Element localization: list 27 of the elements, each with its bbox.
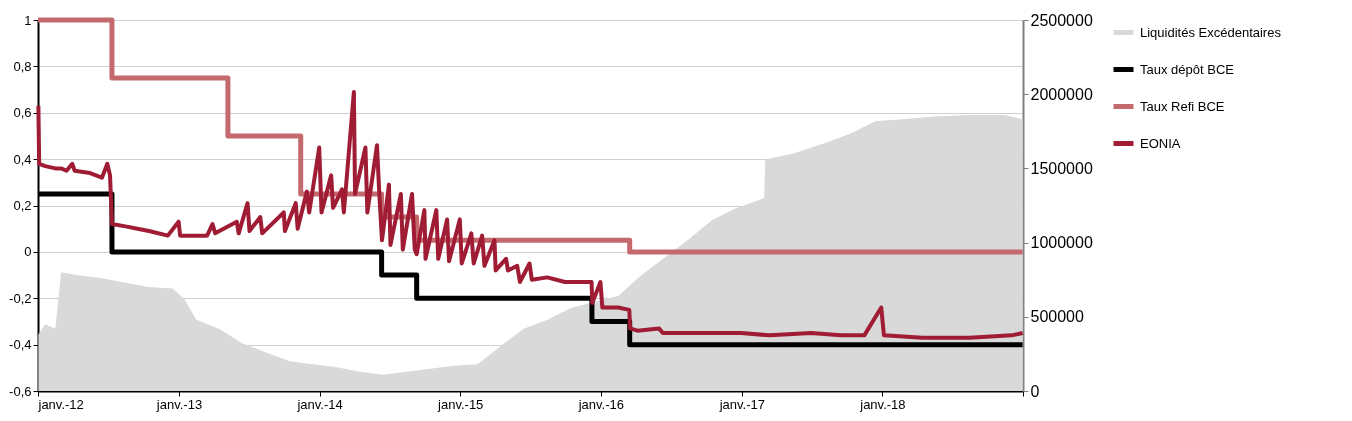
x-tick-label: janv.-15 [437,396,484,412]
x-tick-label: janv.-12 [37,396,84,412]
y-tick-label: 0,4 [13,151,32,167]
x-tick-label: janv.-14 [296,396,343,412]
y-tick-label: 0,6 [13,105,32,121]
line-series [36,89,1025,340]
y2-tick-label: 1500000 [1030,159,1093,177]
legend-label: Taux dépôt BCE [1140,61,1235,77]
y2-tick-label: 0 [1030,382,1040,400]
y-tick-label: -0,4 [9,337,32,353]
x-tick-label: janv.-13 [155,396,203,412]
y-tick-label: 0,2 [13,198,32,213]
y2-tick-label: 500000 [1030,308,1084,326]
y-tick-label: -0,2 [9,290,32,306]
y-tick-label: 0 [24,244,32,260]
x-tick-label: janv.-18 [859,396,906,412]
y2-tick-label: 2000000 [1030,85,1093,103]
legend-label: EONIA [1140,135,1181,151]
y2-tick-label: 1000000 [1030,234,1093,252]
y-tick-label: -0,6 [9,383,32,399]
x-tick-label: janv.-17 [718,396,765,412]
x-tick-label: janv.-16 [577,396,624,412]
legend-label: Liquidités Excédentaires [1140,24,1282,40]
y2-tick-label: 2500000 [1030,11,1093,29]
y-tick-label: 0,8 [13,58,32,74]
y-tick-label: 1 [24,12,32,28]
legend-label: Taux Refi BCE [1140,98,1225,114]
